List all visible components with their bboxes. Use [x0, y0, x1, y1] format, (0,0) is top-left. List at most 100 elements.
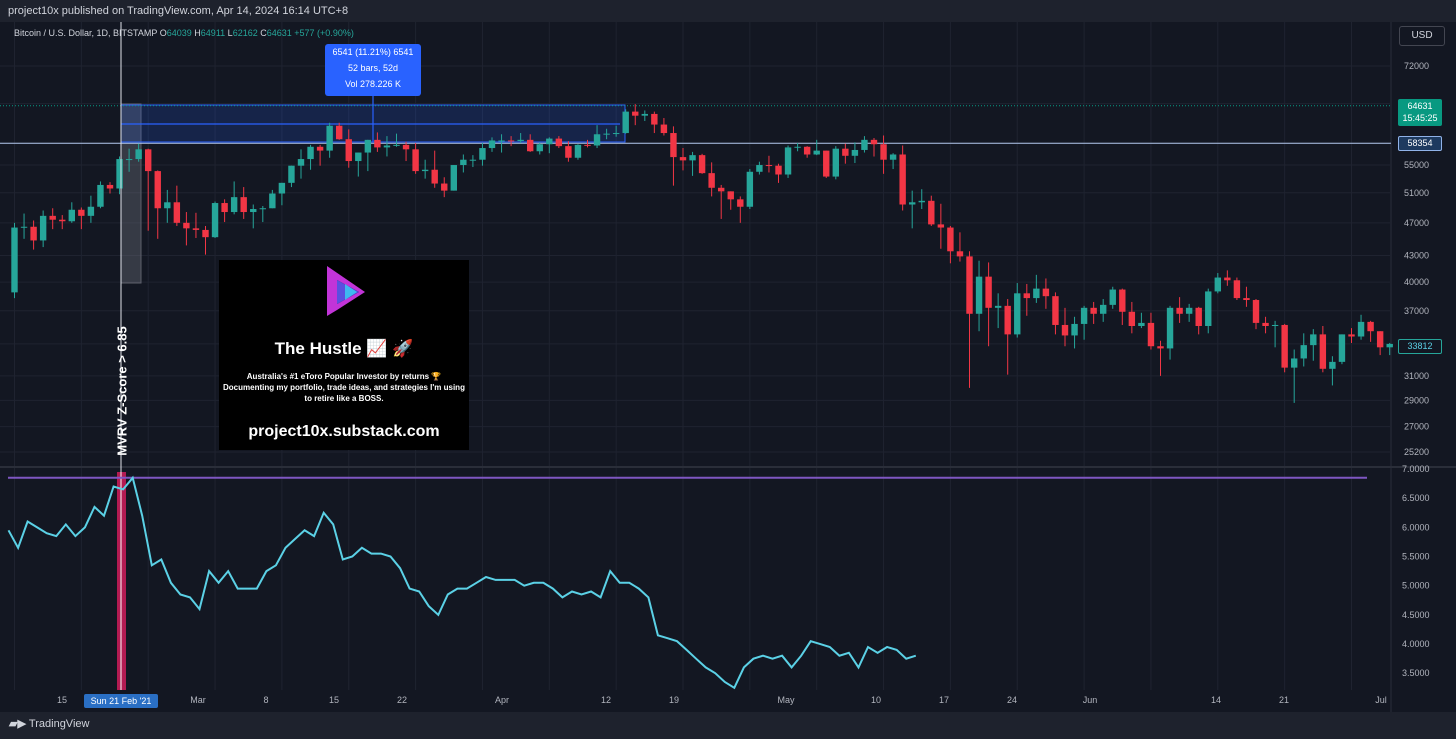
candle [880, 135, 887, 174]
candle [1147, 312, 1155, 350]
hustle-logo-icon [327, 266, 365, 316]
candle-body [441, 183, 448, 191]
candle [460, 154, 467, 173]
candle [345, 129, 352, 168]
candle-body [527, 139, 534, 152]
candle-body [135, 149, 142, 160]
candle [30, 220, 37, 250]
candle [269, 189, 276, 209]
measure-tooltip: 6541 (11.21%) 6541 52 bars, 52d Vol 278.… [325, 44, 421, 96]
price-tick-label: 55000 [1404, 160, 1429, 170]
candle-body [355, 152, 362, 162]
candle-body [507, 140, 515, 142]
candle [441, 177, 448, 198]
candle-body [145, 149, 152, 172]
candle [546, 137, 553, 154]
candle-body [1176, 307, 1183, 314]
candle [1338, 334, 1346, 365]
candle-body [1100, 304, 1107, 314]
candle [632, 104, 639, 126]
time-tick-label: Jun [1083, 695, 1098, 705]
candle [221, 199, 228, 223]
candle [154, 170, 161, 239]
candle-body [994, 305, 1002, 308]
candle [536, 142, 543, 155]
open-label: O [159, 28, 167, 38]
candle-body [1281, 324, 1288, 368]
measure-volume: Vol 278.226 K [344, 79, 402, 89]
candle [1071, 316, 1078, 349]
price-tick-label: 25200 [1404, 447, 1429, 457]
candle [450, 165, 457, 191]
time-tick-label: 17 [939, 695, 949, 705]
candle-body [670, 133, 677, 158]
candle-body [49, 215, 56, 220]
candle-body [469, 159, 477, 161]
indicator-tick-label: 5.0000 [1402, 581, 1430, 591]
price-tick-label: 37000 [1404, 306, 1429, 316]
candle [1109, 286, 1116, 309]
candle [97, 181, 104, 209]
candle-body [154, 171, 161, 209]
candle-body [746, 171, 754, 207]
candle [78, 207, 85, 230]
candle-body [689, 155, 696, 161]
candle-body [230, 197, 238, 213]
candle [947, 225, 954, 264]
candle [593, 125, 601, 149]
time-tick-label: 19 [669, 695, 679, 705]
measure-change: 6541 (11.21%) 6541 [332, 47, 414, 57]
candle [1367, 320, 1374, 342]
candle-body [1262, 322, 1269, 326]
candle-body [431, 169, 438, 184]
candle-body [1128, 311, 1136, 326]
mvrv-annotation: MVRV Z-Score > 6.85 [114, 326, 130, 456]
candle-body [1042, 288, 1050, 297]
candle-body [326, 125, 333, 151]
candle-body [183, 222, 190, 229]
candle [1176, 297, 1183, 323]
candle-body [546, 138, 553, 145]
candle-body [823, 150, 830, 177]
candle-body [297, 159, 305, 166]
candle-body [1138, 322, 1145, 326]
indicator-value-tag: 33812 [1398, 339, 1442, 354]
time-tick-label: 22 [397, 695, 407, 705]
candle-body [87, 206, 95, 216]
candle [288, 165, 295, 188]
candle [737, 196, 744, 223]
candle-body [250, 209, 257, 213]
candle [1080, 305, 1088, 340]
candle [1271, 320, 1279, 348]
candle-body [679, 157, 687, 161]
candle-body [813, 150, 820, 155]
candle-body [20, 226, 28, 228]
candle-body [1014, 293, 1021, 335]
candle-body [612, 133, 620, 135]
candle-body [947, 227, 954, 252]
indicator-axis: 7.0000 6.5000 6.0000 5.5000 5.0000 4.5000 4.00… [1402, 464, 1430, 678]
high-value: 64911 [200, 28, 226, 38]
candle [421, 159, 429, 179]
time-tick-label: 15 [57, 695, 67, 705]
indicator-tick-label: 6.0000 [1402, 522, 1430, 532]
candle [832, 146, 839, 180]
candle [555, 136, 563, 149]
candle [383, 136, 391, 157]
currency-button[interactable]: USD [1399, 26, 1445, 46]
candle-body [632, 111, 639, 116]
indicator-tick-label: 4.0000 [1402, 639, 1430, 649]
candle-body [173, 202, 181, 223]
candle [823, 150, 830, 178]
candle [164, 189, 171, 223]
candle-body [307, 146, 314, 160]
candle-body [259, 208, 266, 210]
time-tick-label: 14 [1211, 695, 1221, 705]
candle [803, 146, 811, 158]
time-tick-label: 10 [871, 695, 881, 705]
candle [1061, 307, 1069, 347]
candle-body [1338, 334, 1346, 362]
candle [1157, 340, 1164, 376]
candle [68, 202, 75, 223]
candle-body [1319, 334, 1327, 369]
